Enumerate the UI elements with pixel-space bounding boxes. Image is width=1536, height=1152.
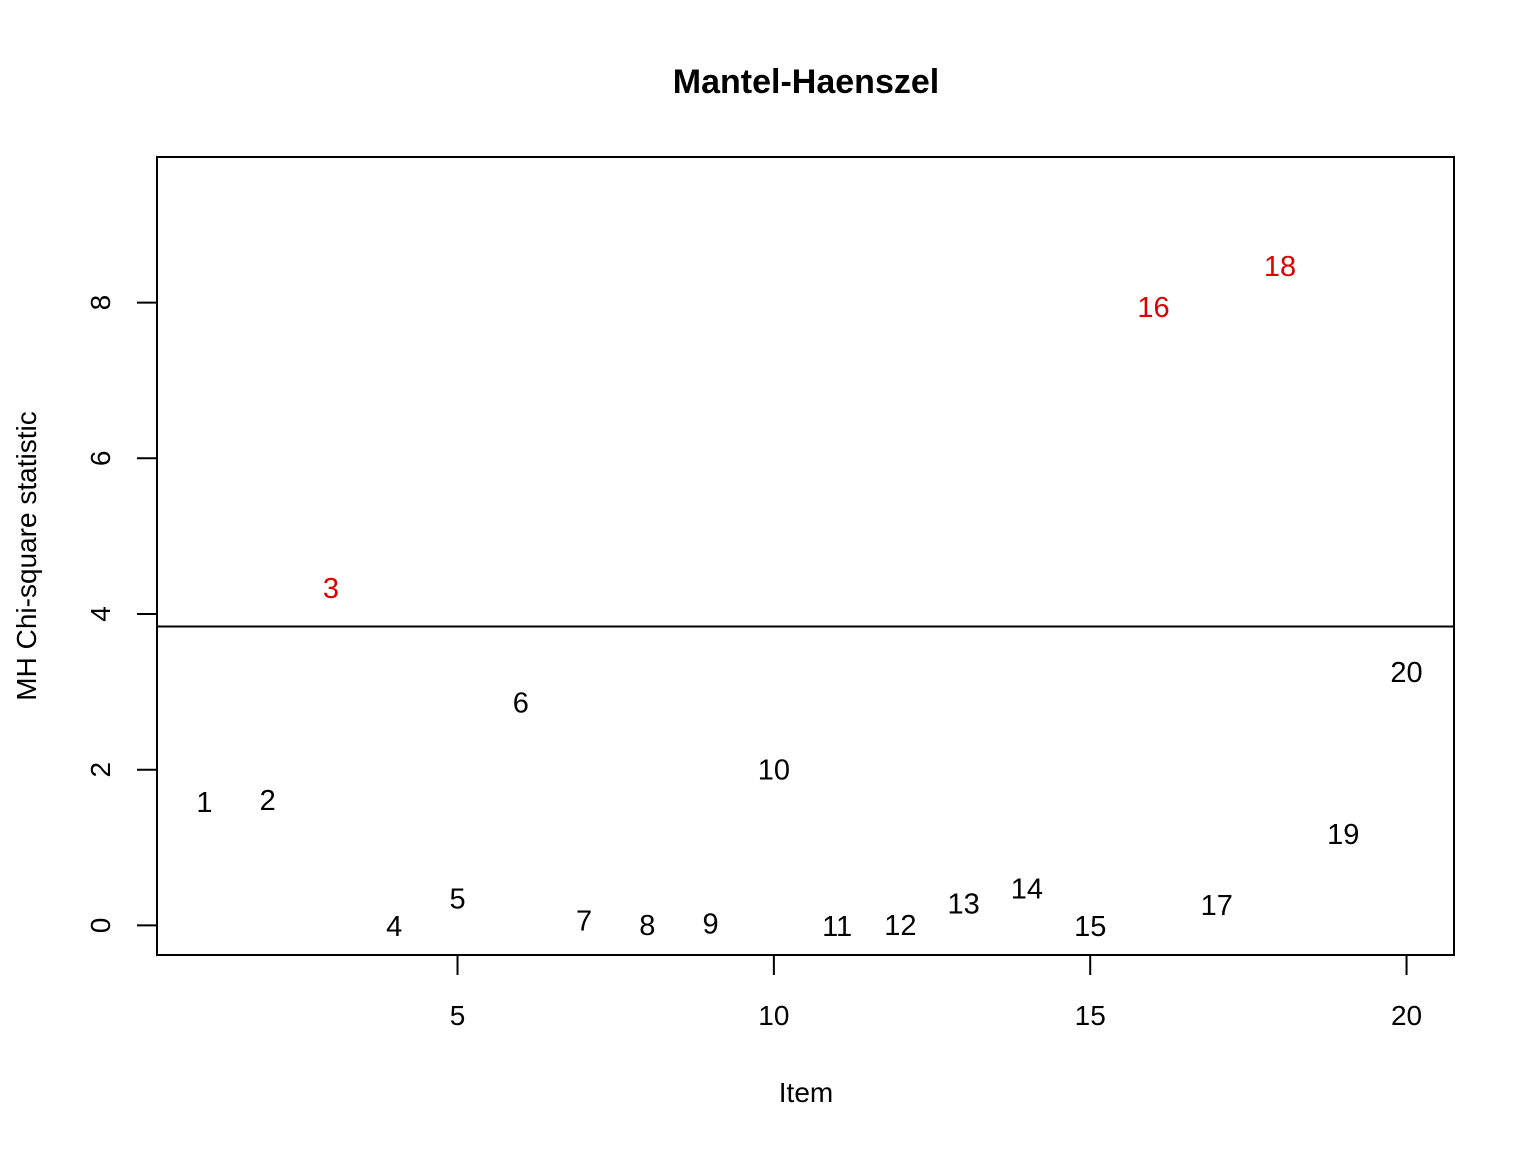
x-tick-label: 15 — [1075, 1000, 1106, 1031]
point-label-item-17: 17 — [1201, 890, 1233, 922]
y-tick-label: 4 — [85, 606, 116, 622]
point-label-item-14: 14 — [1011, 874, 1043, 906]
point-label-item-16: 16 — [1137, 292, 1169, 324]
x-tick-label: 5 — [450, 1000, 466, 1031]
point-label-item-19: 19 — [1327, 819, 1359, 851]
point-label-item-11: 11 — [822, 911, 852, 943]
chart-title: Mantel-Haenszel — [673, 63, 939, 101]
x-tick-label: 20 — [1391, 1000, 1422, 1031]
y-tick-label: 0 — [85, 918, 116, 934]
y-tick-label: 2 — [85, 762, 116, 778]
plot-frame — [156, 156, 1455, 956]
point-label-item-2: 2 — [260, 785, 276, 817]
point-label-item-9: 9 — [703, 909, 719, 941]
y-axis-label: MH Chi-square statistic — [11, 411, 42, 700]
point-label-item-20: 20 — [1390, 657, 1422, 689]
point-label-item-10: 10 — [758, 754, 790, 786]
point-label-item-12: 12 — [884, 910, 916, 942]
y-tick-label: 8 — [85, 295, 116, 311]
point-label-item-1: 1 — [196, 787, 212, 819]
x-axis: 5 10 15 20 — [450, 955, 1422, 1031]
point-label-item-8: 8 — [639, 910, 655, 942]
point-label-item-3: 3 — [323, 573, 339, 605]
point-label-item-18: 18 — [1264, 251, 1296, 283]
x-axis-label: Item — [779, 1077, 833, 1108]
point-label-item-15: 15 — [1074, 911, 1106, 943]
y-axis: 0 2 4 6 8 — [85, 295, 157, 933]
point-label-item-5: 5 — [449, 884, 465, 916]
x-tick-label: 10 — [758, 1000, 789, 1031]
point-label-item-6: 6 — [513, 688, 529, 720]
y-tick-label: 6 — [85, 451, 116, 467]
point-label-item-7: 7 — [576, 906, 592, 938]
point-label-item-4: 4 — [386, 911, 402, 943]
point-label-item-13: 13 — [948, 888, 980, 920]
